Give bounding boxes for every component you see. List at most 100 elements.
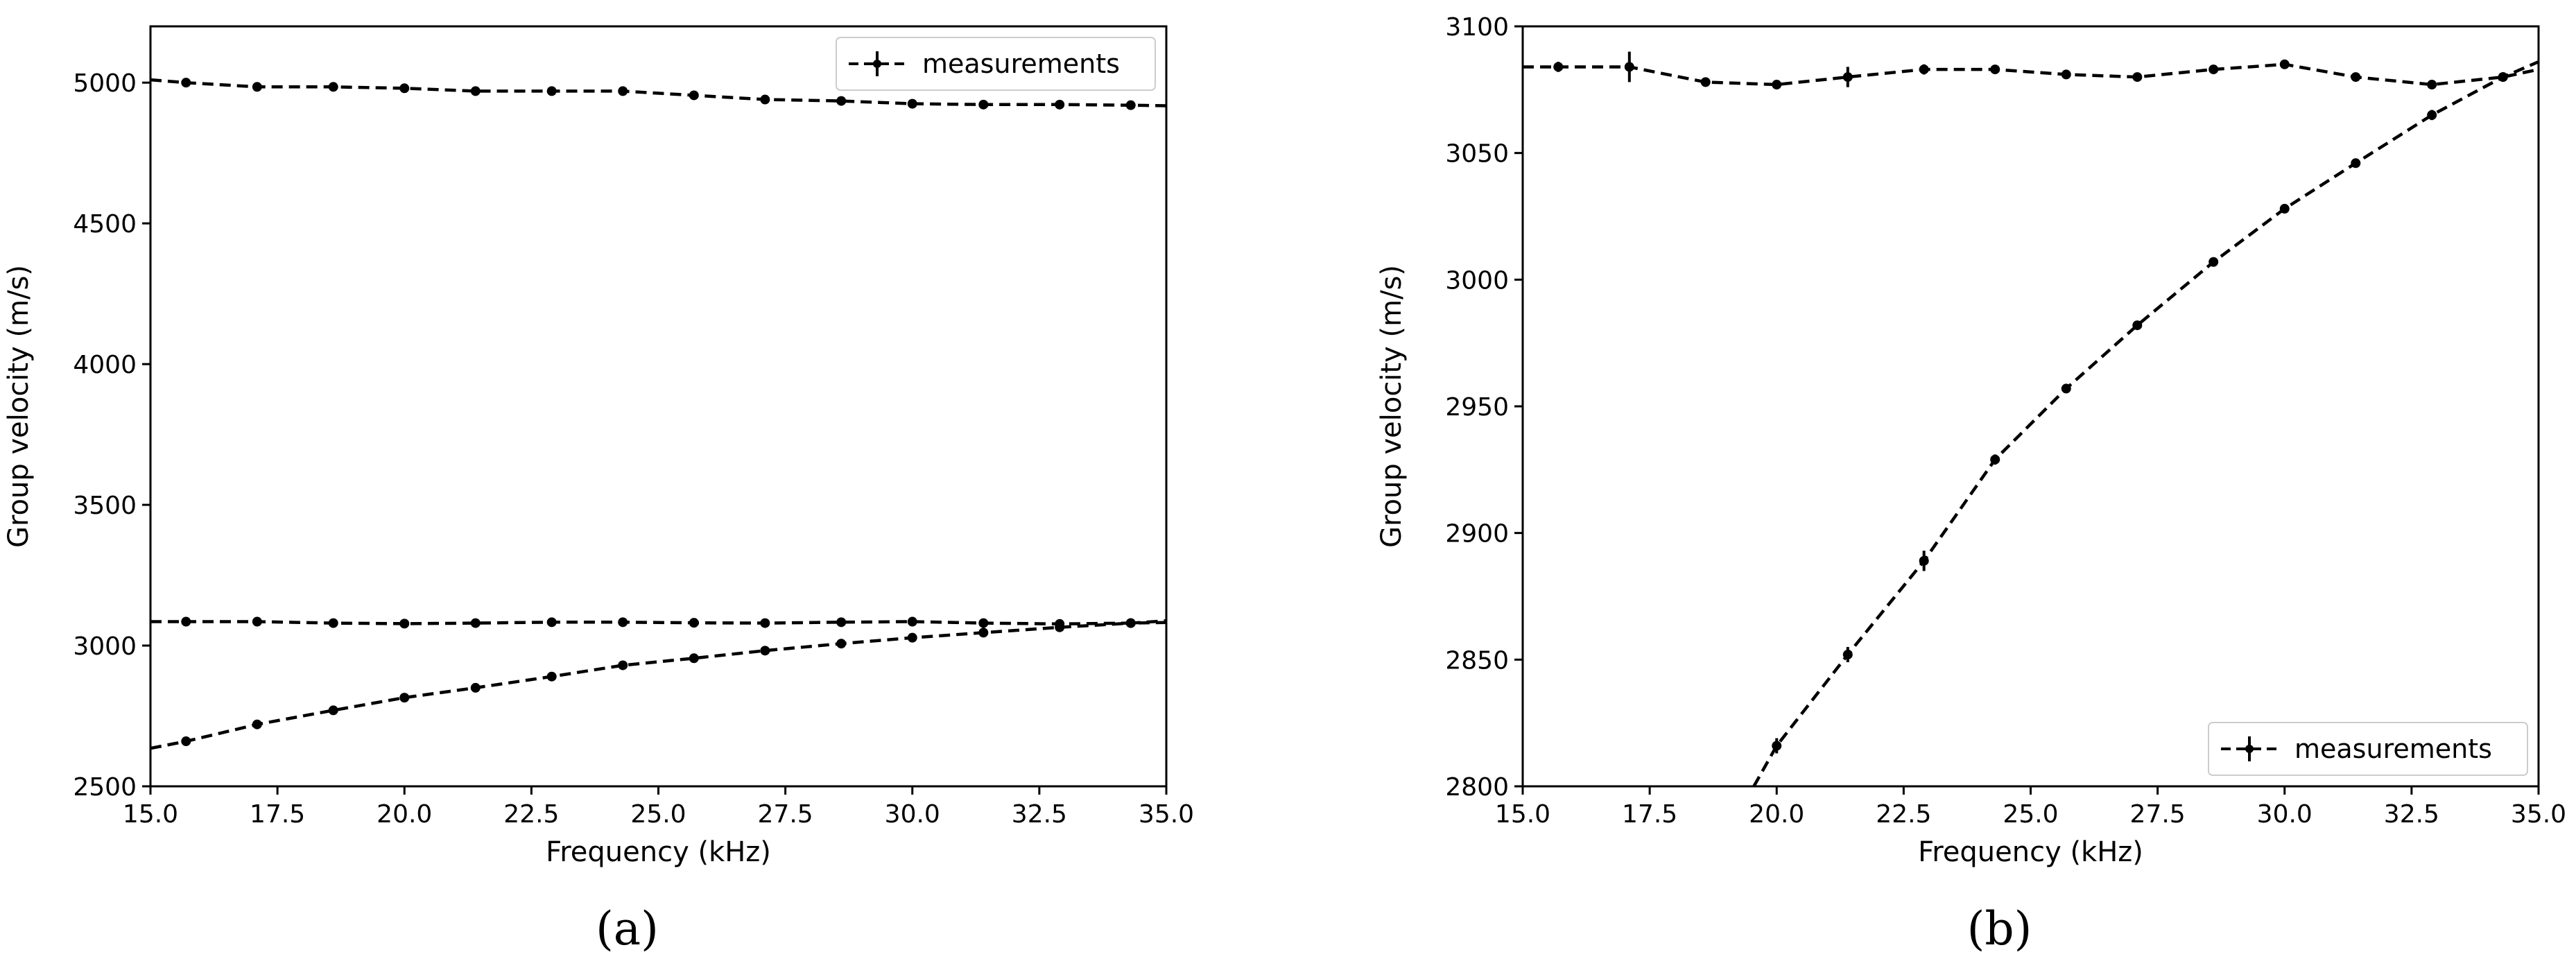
data-point [1990, 64, 2000, 75]
data-point [618, 86, 628, 96]
data-point [1842, 72, 1853, 83]
y-axis-label-b: Group velocity (m/s) [1376, 265, 1408, 548]
x-tick-label: 25.0 [2003, 800, 2058, 829]
x-tick-label: 22.5 [1876, 800, 1931, 829]
data-point [978, 618, 989, 628]
y-tick-label: 2500 [73, 773, 137, 802]
data-point [328, 705, 338, 716]
data-point [470, 682, 481, 693]
data-point [618, 660, 628, 671]
y-tick-label: 3050 [1445, 140, 1509, 168]
data-point [618, 617, 628, 628]
plot-frame-b [1521, 25, 2540, 788]
x-tick-label: 20.0 [1749, 800, 1804, 829]
y-tick-label: 5000 [73, 69, 137, 98]
data-point [1125, 100, 1136, 110]
x-tick-label: 30.0 [885, 800, 940, 829]
series-line-a-1 [150, 78, 1166, 107]
series-line-b-2 [1752, 60, 2539, 786]
data-point [689, 653, 699, 664]
data-point [1055, 99, 1065, 110]
data-point [181, 736, 191, 747]
x-axis-ticks-a: 15.0 17.5 20.0 22.5 25.0 27.5 30.0 32.5 35.0 [123, 786, 1194, 829]
data-point [1842, 650, 1853, 660]
y-axis-ticks-b: 2800 2850 2900 2950 3000 3050 3100 [1445, 13, 1523, 802]
y-tick-label: 2850 [1445, 646, 1509, 675]
data-point [2132, 72, 2143, 83]
data-point [978, 628, 989, 638]
data-point [2208, 257, 2219, 267]
x-tick-label: 17.5 [1622, 800, 1677, 829]
data-point [252, 719, 262, 729]
data-point [2132, 320, 2143, 331]
data-point [2351, 72, 2361, 83]
data-point [760, 94, 770, 105]
data-point [1553, 62, 1564, 72]
x-axis-label-b: Frequency (kHz) [1918, 836, 2143, 868]
y-tick-label: 3100 [1445, 13, 1509, 42]
x-tick-label: 27.5 [758, 800, 813, 829]
data-point [470, 618, 481, 628]
data-point [1700, 77, 1711, 87]
x-tick-label: 22.5 [503, 800, 559, 829]
x-tick-label: 32.5 [2384, 800, 2439, 829]
data-point [760, 618, 770, 628]
y-tick-label: 3500 [73, 492, 137, 520]
data-point [546, 671, 557, 682]
data-point [2427, 110, 2437, 120]
panel-label-b: (b) [1967, 902, 2032, 956]
x-tick-label: 15.0 [1495, 800, 1550, 829]
data-point [2427, 80, 2437, 90]
data-point [836, 639, 847, 649]
x-tick-label: 25.0 [630, 800, 686, 829]
data-point [181, 616, 191, 627]
y-axis-label-a: Group velocity (m/s) [3, 265, 35, 548]
data-point [1772, 80, 1782, 90]
data-point [470, 86, 481, 96]
panel-label-a: (a) [596, 902, 659, 956]
data-point [399, 83, 410, 94]
data-point [328, 82, 338, 92]
plot-marks-b [1523, 51, 2539, 786]
legend-marker-sample-b [2245, 745, 2254, 753]
data-point [181, 78, 191, 88]
y-tick-label: 2900 [1445, 520, 1509, 548]
data-point [978, 99, 989, 110]
plot-marks-a [150, 78, 1166, 750]
data-point [1772, 741, 1782, 751]
data-point [907, 632, 917, 643]
x-tick-label: 30.0 [2257, 800, 2313, 829]
series-line-a-3 [150, 619, 1166, 750]
data-point [1990, 454, 2000, 465]
data-point [1055, 622, 1065, 632]
y-axis-ticks-a: 2500 3000 3500 4000 4500 5000 [73, 69, 150, 802]
data-point [2279, 204, 2290, 214]
data-point [2061, 69, 2071, 80]
y-tick-label: 3000 [73, 632, 137, 661]
x-tick-label: 20.0 [377, 800, 432, 829]
x-axis-label-a: Frequency (kHz) [546, 836, 771, 868]
data-point [399, 693, 410, 703]
data-point [1919, 64, 1929, 75]
data-point [907, 616, 917, 627]
legend-box-b [2208, 722, 2528, 776]
data-point [2208, 64, 2219, 75]
data-point [836, 617, 847, 628]
data-point [1919, 555, 1929, 566]
data-point [1624, 62, 1634, 72]
data-point [689, 90, 699, 101]
x-axis-ticks-b: 15.0 17.5 20.0 22.5 25.0 27.5 30.0 32.5 35.0 [1495, 786, 2566, 829]
data-point [2279, 59, 2290, 69]
data-point [907, 98, 917, 109]
legend-box-a [836, 37, 1156, 91]
data-point [328, 618, 338, 628]
chart-panel-a: 15.0 17.5 20.0 22.5 25.0 27.5 30.0 32.5 35.0 250… [3, 25, 1194, 956]
x-tick-label: 35.0 [2511, 800, 2566, 829]
data-point [760, 646, 770, 656]
x-tick-label: 15.0 [123, 800, 178, 829]
plot-frame-a [149, 25, 1168, 788]
x-tick-label: 35.0 [1139, 800, 1194, 829]
legend-marker-sample-a [873, 60, 881, 68]
data-point [2061, 383, 2071, 394]
